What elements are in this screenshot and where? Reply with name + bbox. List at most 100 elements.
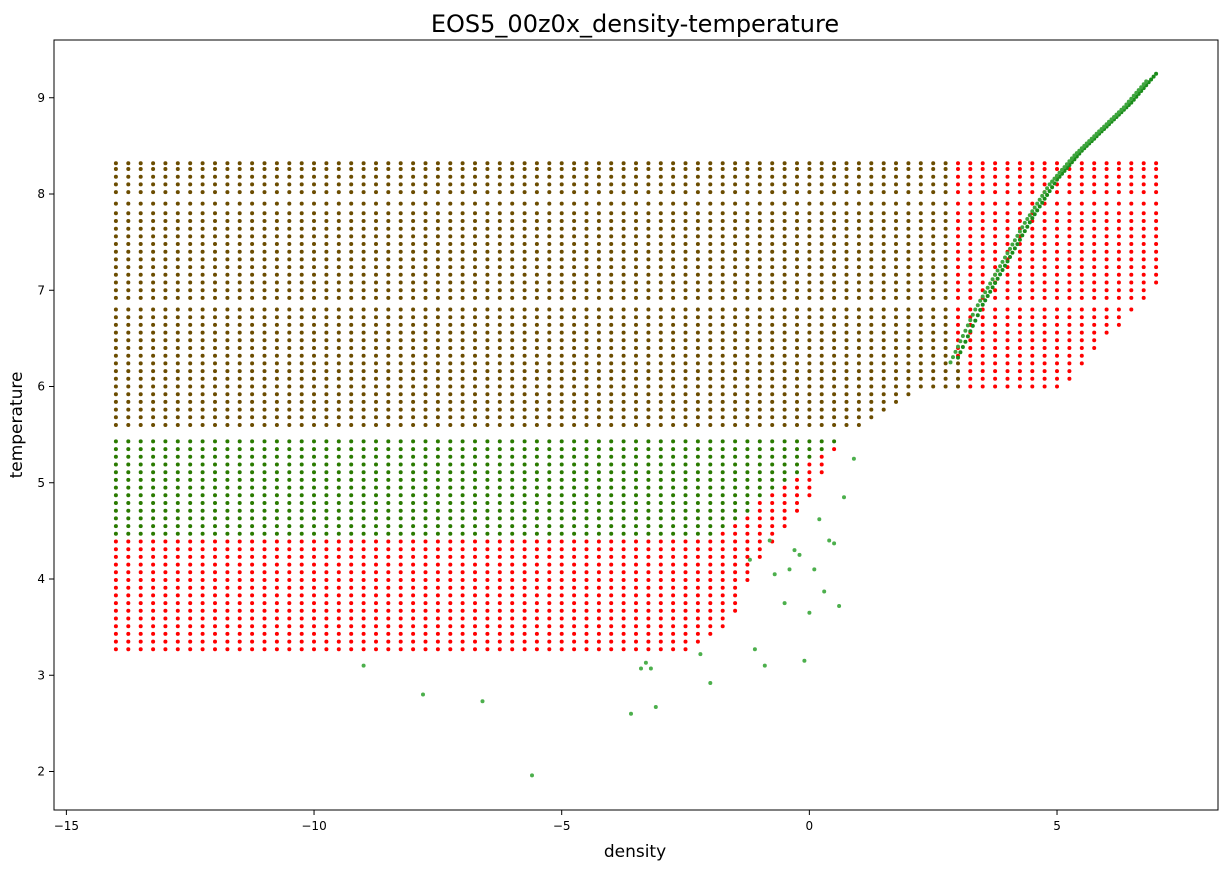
data-point-overlap [634,330,638,335]
data-point-overlap [856,234,861,239]
data-point-grid [151,631,156,636]
data-point-overlap [596,415,601,420]
data-point-grid [1079,346,1084,350]
data-point-grid [510,647,515,652]
data-point-overlap [349,234,354,239]
data-point-grid [1079,234,1084,239]
data-point-overlap [770,167,775,171]
data-point-model [671,485,676,490]
data-point-overlap [126,201,131,206]
data-point-overlap [621,376,626,381]
data-point-grid [113,593,118,598]
data-point-overlap [312,226,316,231]
data-point-grid [559,585,564,590]
y-tick-label: 8 [37,187,45,201]
data-point-grid [1079,330,1084,335]
data-point-model [386,531,391,536]
data-point-overlap [918,182,923,187]
data-point-grid [312,601,316,606]
data-point-overlap [795,415,799,420]
data-point-overlap [943,249,948,254]
data-point-model [151,524,156,529]
data-point-grid [113,547,118,552]
data-point-grid [175,608,180,613]
data-point-overlap [510,288,515,293]
data-point-overlap [943,330,948,335]
data-point-grid [386,601,391,606]
data-point-overlap [213,353,217,358]
data-point-overlap [473,369,477,374]
data-point-overlap [720,288,725,293]
data-point-overlap [757,376,762,381]
data-point-grid [596,639,601,644]
data-point-overlap [473,219,477,223]
data-point-overlap [658,423,663,427]
data-point-overlap [547,392,552,397]
data-point-overlap [374,307,378,312]
data-point-model [175,447,180,452]
data-point-model [423,524,428,529]
data-point-overlap [832,423,837,427]
data-point-overlap [770,234,775,239]
data-point-overlap [658,174,663,179]
data-point-overlap [745,249,750,254]
data-point-grid [819,454,824,459]
data-point-grid [1104,315,1109,320]
data-point-overlap [138,353,143,358]
data-point-overlap [671,307,676,312]
data-point-overlap [832,407,837,412]
data-point-overlap [336,338,341,343]
data-point-overlap [584,330,589,335]
data-point-model [634,516,638,521]
data-point-grid [349,631,354,636]
data-point-overlap [126,272,131,277]
data-point-model [250,501,255,505]
data-point-model [1126,99,1131,104]
data-point-overlap [881,392,886,397]
data-point-model [1119,107,1124,112]
data-point-grid [473,647,477,652]
data-point-overlap [361,369,366,374]
data-point-model [973,307,978,312]
data-point-overlap [312,384,316,389]
data-point-overlap [881,211,886,216]
data-point-overlap [411,288,416,293]
data-point-overlap [448,415,453,420]
data-point-overlap [584,190,589,195]
data-point-overlap [473,315,477,320]
data-point-overlap [497,423,502,427]
data-point-overlap [671,322,676,327]
data-point-model [733,462,738,467]
data-point-grid [213,608,217,613]
data-point-overlap [745,265,750,270]
data-point-grid [1079,315,1084,320]
data-point-model [411,508,416,513]
data-point-grid [572,631,577,636]
data-point-overlap [287,234,292,239]
data-point-grid [510,601,515,606]
data-point-overlap [881,265,886,270]
data-point-overlap [609,407,614,412]
data-point-overlap [448,330,453,335]
data-point-overlap [262,167,267,171]
data-point-overlap [733,384,738,389]
data-point-overlap [795,280,799,285]
data-point-grid [968,211,973,216]
data-point-overlap [708,265,713,270]
data-point-grid [993,234,998,239]
data-point-overlap [782,226,787,231]
data-point-overlap [151,423,156,427]
data-point-overlap [634,242,638,246]
data-point-overlap [274,399,279,404]
data-point-overlap [745,295,750,300]
data-point-overlap [844,392,849,397]
data-point-grid [1116,182,1121,187]
data-point-grid [572,624,577,629]
data-point-grid [1067,234,1072,239]
data-point-grid [374,647,378,652]
x-tick-label: −15 [54,819,79,833]
data-point-grid [1030,376,1035,381]
data-point-grid [113,539,118,544]
data-point-model [336,454,341,459]
data-point-overlap [336,242,341,246]
